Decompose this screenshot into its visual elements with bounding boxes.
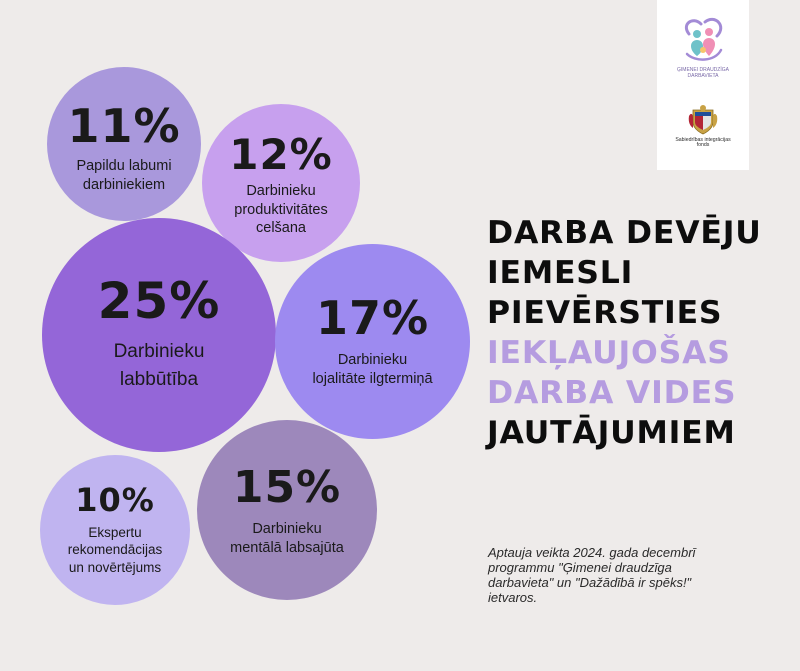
bubble-label-line: Darbinieku [246,182,316,199]
headline-line-accent: IEKĻAUJOŠAS [487,335,731,371]
bubble-label-line: Ekspertu [88,524,142,540]
bubble-12-percent: 12% Darbinieku produktivitātes celšana [202,104,360,262]
bubble-label-line: labbūtība [119,369,199,390]
bubble-label-line: celšana [256,220,306,237]
survey-note-line: darbavieta" un "Dažādībā ir spēks!" [488,575,692,590]
logo-caption-line: DARBAVIETA [687,72,719,79]
family-logo-caption: ĢIMENEI DRAUDZĪGA DARBAVIETA [663,67,743,80]
bubble-percent: 15% [232,462,342,514]
bubble-label: Darbinieku lojalitāte ilgtermiņā [312,351,432,389]
bubble-percent: 12% [229,129,333,179]
bubble-percent: 17% [315,290,430,345]
bubble-label-line: rekomendācijas [67,542,163,558]
bubble-label-line: Darbinieku [113,341,205,363]
bubble-percent: 11% [67,99,181,154]
headline: DARBA DEVĒJU IEMESLI PIEVĒRSTIES IEKĻAUJ… [487,213,787,453]
bubble-10-percent: 10% Ekspertu rekomendācijas un novērtēju… [40,455,190,605]
logo-caption-line: fonds [696,142,710,149]
bubble-label: Papildu labumi darbiniekiem [76,157,171,195]
bubble-25-percent: 25% Darbinieku labbūtība [42,218,276,452]
bubble-label-line: Darbinieku [252,521,322,538]
logo-caption-line: ĢIMENEI DRAUDZĪGA [677,67,729,73]
headline-line: IEMESLI [487,255,634,291]
bubble-label: Darbinieku mentālā labsajūta [230,520,344,558]
bubble-label-line: Papildu labumi [76,158,172,175]
survey-note-line: ietvaros. [488,590,538,605]
bubble-label-line: darbiniekiem [82,177,166,193]
bubble-label-line: Darbinieku [337,351,408,368]
family-hearts-icon [675,10,731,66]
survey-note: Aptauja veikta 2024. gada decembrī progr… [488,545,768,605]
headline-line: PIEVĒRSTIES [487,295,723,331]
headline-line-accent: DARBA VIDES [487,375,737,411]
bubble-percent: 10% [75,480,155,519]
survey-note-line: Aptauja veikta 2024. gada decembrī [488,545,696,560]
bubble-11-percent: 11% Papildu labumi darbiniekiem [47,67,201,221]
bubble-label: Darbinieku labbūtība [114,338,205,393]
headline-line: JAUTĀJUMIEM [487,415,736,451]
logo-caption-line: Sabiedrības integrācijas [675,136,731,143]
coat-of-arms-caption: Sabiedrības integrācijas fonds [663,136,743,150]
survey-note-line: programmu "Ģimenei draudzīga [488,560,672,575]
bubble-label-line: lojalitāte ilgtermiņā [312,370,433,387]
headline-line: DARBA DEVĒJU [487,215,762,251]
bubble-17-percent: 17% Darbinieku lojalitāte ilgtermiņā [275,244,470,439]
bubble-label: Darbinieku produktivitātes celšana [234,182,328,239]
bubble-label-line: produktivitātes [234,201,328,218]
partner-logos-card: ĢIMENEI DRAUDZĪGA DARBAVIETA Sabiedrības… [657,0,749,170]
bubble-label-line: mentālā labsajūta [230,540,344,556]
latvia-coat-of-arms-icon [687,102,719,136]
bubble-percent: 25% [97,272,221,331]
bubble-label-line: un novērtējums [68,559,162,575]
bubble-label: Ekspertu rekomendācijas un novērtējums [68,524,163,577]
bubble-15-percent: 15% Darbinieku mentālā labsajūta [197,420,377,600]
